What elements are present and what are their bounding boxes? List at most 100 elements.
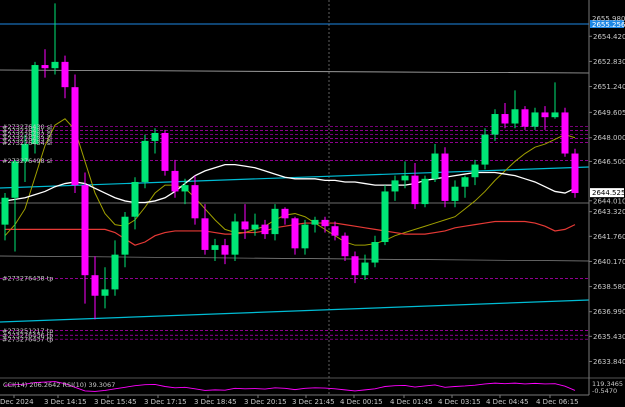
- candle-body: [121, 216, 129, 255]
- bull-candle: [251, 213, 259, 236]
- bull-candle: [11, 159, 19, 252]
- candle-body: [161, 132, 169, 171]
- bull-candle: [461, 175, 469, 198]
- bull-candle: [451, 180, 459, 208]
- bear-candle: [161, 129, 169, 176]
- bull-candle: [401, 161, 409, 189]
- bear-candle: [241, 204, 249, 239]
- bear-candle: [71, 74, 79, 194]
- bull-candle: [271, 204, 279, 241]
- candle-body: [261, 224, 269, 235]
- bull-candle: [21, 134, 29, 182]
- rsi-line: [4, 381, 576, 392]
- price-tick-label: 2641.760: [593, 233, 625, 241]
- candle-body: [321, 219, 329, 227]
- candle-body: [521, 109, 529, 127]
- bear-candle: [351, 251, 359, 284]
- price-tick-label: 2643.320: [593, 208, 625, 216]
- time-tick-label: 4 Dec 03:15: [438, 398, 481, 406]
- time-tick-label: 3 Dec 15:45: [94, 398, 137, 406]
- bull-candle: [111, 240, 119, 296]
- candle-body: [81, 185, 89, 276]
- candle-body: [351, 256, 359, 276]
- bull-candle: [1, 193, 9, 241]
- bear-candle: [91, 256, 99, 320]
- bear-candle: [41, 49, 49, 78]
- candle-body: [191, 185, 199, 219]
- price-tick-label: 2651.240: [593, 83, 625, 91]
- candle-body: [181, 185, 189, 192]
- bull-candle: [391, 175, 399, 201]
- time-tick-label: 4 Dec 00:15: [340, 398, 383, 406]
- candle-body: [561, 112, 569, 154]
- bull-candle: [491, 109, 499, 141]
- price-tick-label: 2635.430: [593, 333, 625, 341]
- bear-candle: [341, 232, 349, 261]
- time-tick-label: 4 Dec 06:15: [536, 398, 579, 406]
- indicator-right-value-2: -0.5470: [592, 387, 617, 395]
- bear-candle: [81, 172, 89, 304]
- bear-candle: [411, 163, 419, 209]
- candle-body: [111, 254, 119, 290]
- order-label: #273276433 sl: [2, 135, 52, 143]
- bear-candle: [331, 221, 339, 241]
- bear-candle: [321, 216, 329, 233]
- bull-candle: [481, 128, 489, 170]
- order-lines: [0, 126, 589, 340]
- time-axis[interactable]: Dec 2024 3 Dec 14:15 3 Dec 15:45 3 Dec 17:1…: [0, 395, 579, 406]
- candle-body: [101, 289, 109, 296]
- candle-body: [91, 275, 99, 296]
- bull-candle: [211, 238, 219, 261]
- price-tick-label: 2648.000: [593, 134, 625, 142]
- bear-candle: [441, 147, 449, 208]
- candle-body: [541, 112, 549, 118]
- bull-candle: [381, 185, 389, 246]
- candle-body: [451, 186, 459, 201]
- candle-body: [431, 153, 439, 179]
- bull-candle: [551, 82, 559, 119]
- bull-candle: [141, 134, 149, 189]
- order-label: #273276437 tp: [2, 335, 53, 343]
- candle-body: [391, 180, 399, 192]
- candle-body: [401, 175, 409, 181]
- indicator-label: CCI(14) 206.2642 RSI(10) 39.3067: [3, 381, 115, 389]
- candle-body: [481, 134, 489, 165]
- time-tick-label: Dec 2024: [0, 398, 34, 406]
- bull-candle: [101, 267, 109, 309]
- candle-body: [361, 262, 369, 276]
- candle-body: [371, 242, 379, 263]
- bull-candle: [311, 216, 319, 233]
- upper-gray-line: [0, 69, 590, 74]
- candle-body: [271, 208, 279, 235]
- bear-candle: [221, 238, 229, 265]
- moving-averages: [4, 118, 576, 246]
- top-price-label: 2655.980: [592, 15, 625, 23]
- bull-candle: [131, 177, 139, 230]
- price-axis[interactable]: 2654.420 2652.830 2651.240 2649.605 2648.000…: [589, 33, 625, 366]
- candle-body: [491, 114, 499, 135]
- candle-body: [171, 170, 179, 192]
- bull-candle: [421, 175, 429, 208]
- order-label: #273276438 tp: [2, 275, 53, 283]
- bull-candle: [471, 159, 479, 186]
- candle-body: [381, 191, 389, 243]
- bear-candle: [501, 102, 509, 129]
- bull-candle: [431, 144, 439, 182]
- lower-trendline: [0, 299, 590, 323]
- bear-candle: [561, 107, 569, 157]
- bear-candle: [571, 148, 579, 198]
- bear-candle: [61, 55, 69, 99]
- time-tick-label: 3 Dec 20:15: [244, 398, 287, 406]
- candle-body: [51, 61, 59, 69]
- trendlines: [0, 166, 590, 323]
- price-tick-label: 2636.990: [593, 308, 625, 316]
- bear-candle: [201, 204, 209, 255]
- candle-body: [301, 224, 309, 249]
- candle-body: [551, 112, 559, 118]
- price-tick-label: 2644.010: [593, 197, 625, 205]
- bull-candle: [181, 178, 189, 205]
- order-label: #273251217 tp: [2, 327, 53, 335]
- candle-body: [291, 218, 299, 249]
